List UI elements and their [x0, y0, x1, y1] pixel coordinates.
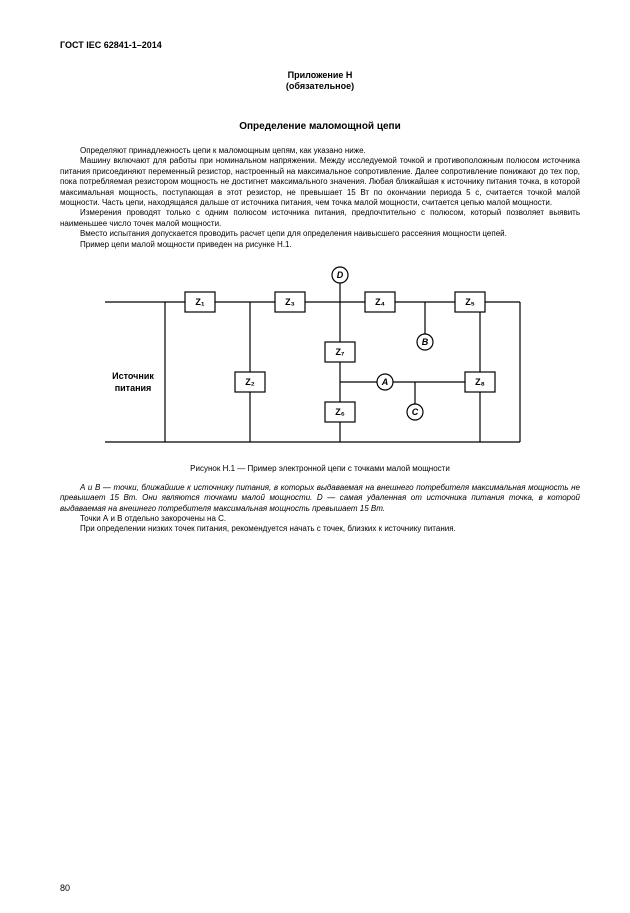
annex-label: Приложение Н: [60, 70, 580, 80]
svg-text:Z₈: Z₈: [475, 377, 485, 387]
annex-mandatory: (обязательное): [60, 81, 580, 91]
svg-text:B: B: [422, 337, 429, 347]
body-after: А и В — точки, ближайшие к источнику пит…: [60, 483, 580, 535]
para-6: А и В — точки, ближайшие к источнику пит…: [60, 483, 580, 514]
svg-text:C: C: [412, 407, 419, 417]
svg-text:Z₇: Z₇: [335, 347, 344, 357]
para-7: Точки А и В отдельно закорочены на С.: [60, 514, 580, 524]
svg-text:Z₄: Z₄: [375, 297, 385, 307]
svg-text:питания: питания: [115, 383, 152, 393]
svg-text:D: D: [337, 270, 344, 280]
para-2: Машину включают для работы при номинальн…: [60, 156, 580, 208]
para-4: Вместо испытания допускается проводить р…: [60, 229, 580, 239]
para-3: Измерения проводят только с одним полюсо…: [60, 208, 580, 229]
para-1: Определяют принадлежность цепи к маломощ…: [60, 146, 580, 156]
svg-text:A: A: [381, 377, 389, 387]
section-title: Определение маломощной цепи: [60, 121, 580, 132]
document-code: ГОСТ IEC 62841-1–2014: [60, 40, 580, 50]
svg-text:Z₁: Z₁: [195, 297, 204, 307]
circuit-diagram: Z₁ Z₃ Z₄ Z₅ Z₂ Z₇ Z₆ Z₈ D A B C Источник питания: [105, 260, 535, 460]
body-before: Определяют принадлежность цепи к маломощ…: [60, 146, 580, 250]
figure-caption: Рисунок Н.1 — Пример электронной цепи с …: [60, 464, 580, 473]
svg-text:Z₆: Z₆: [335, 407, 345, 417]
svg-text:Источник: Источник: [112, 371, 154, 381]
para-8: При определении низких точек питания, ре…: [60, 524, 580, 534]
svg-text:Z₃: Z₃: [285, 297, 295, 307]
svg-text:Z₅: Z₅: [465, 297, 475, 307]
svg-text:Z₂: Z₂: [245, 377, 255, 387]
page-number: 80: [60, 883, 70, 893]
para-5: Пример цепи малой мощности приведен на р…: [60, 240, 580, 250]
